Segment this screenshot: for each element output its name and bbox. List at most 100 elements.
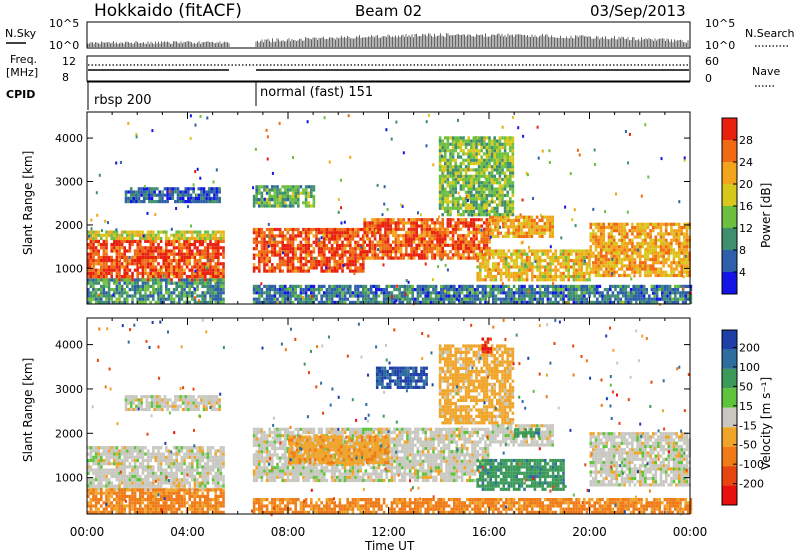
power-cell	[525, 262, 529, 266]
power-cell	[351, 227, 355, 232]
power-cell	[667, 264, 671, 268]
power-cell	[468, 297, 472, 301]
power-cell	[685, 238, 689, 242]
power-cell	[480, 165, 483, 169]
power-cell	[428, 237, 431, 241]
power-cell	[320, 284, 323, 288]
power-cell	[522, 234, 526, 238]
power-cell	[159, 278, 163, 282]
power-cell	[557, 288, 560, 292]
power-cell	[605, 273, 608, 278]
power-cell	[477, 190, 481, 194]
power-cell	[289, 243, 292, 248]
power-cell	[446, 221, 450, 225]
power-cell	[470, 174, 473, 178]
power-cell	[567, 288, 570, 292]
power-cell	[438, 206, 442, 210]
power-cell	[131, 300, 134, 304]
power-cell	[618, 245, 621, 249]
power-cell	[87, 288, 90, 292]
power-cell	[475, 227, 478, 231]
power-cell	[496, 228, 500, 232]
power-cell	[218, 190, 221, 194]
power-cell	[517, 222, 521, 226]
power-cell	[126, 233, 129, 237]
power-cell	[631, 257, 634, 262]
power-cell	[520, 255, 524, 259]
power-cell	[451, 184, 455, 188]
power-cell	[444, 155, 447, 159]
power-cell	[485, 197, 489, 201]
power-cell	[144, 278, 147, 282]
power-cell	[349, 240, 352, 244]
power-cell	[498, 181, 502, 185]
power-cell	[483, 139, 486, 143]
power-cell	[612, 235, 616, 239]
power-cell	[379, 221, 382, 225]
power-cell	[671, 297, 674, 301]
power-cell	[424, 288, 427, 292]
power-cell	[499, 218, 502, 222]
power-cell	[459, 142, 463, 146]
power-cell	[683, 235, 686, 239]
power-cell	[198, 294, 202, 298]
power-cell	[449, 243, 452, 247]
power-cell	[336, 294, 339, 298]
power-cell	[92, 271, 95, 275]
power-cell	[589, 222, 593, 226]
power-cell	[567, 294, 570, 298]
power-cell	[599, 261, 603, 265]
power-cell	[341, 269, 344, 273]
power-noise-cell	[199, 176, 202, 180]
power-cell	[588, 284, 591, 288]
power-cell	[509, 225, 513, 229]
power-cell	[670, 273, 673, 278]
power-cell	[454, 203, 457, 207]
power-cell	[633, 261, 637, 265]
power-cell	[546, 297, 550, 301]
power-cell	[214, 281, 217, 285]
power-cell	[628, 248, 632, 252]
power-cell	[343, 291, 347, 295]
power-cell	[472, 155, 476, 159]
power-cell	[449, 230, 452, 235]
power-cell	[139, 230, 142, 234]
power-cell	[373, 243, 377, 247]
power-cell	[170, 300, 173, 304]
power-cell	[252, 300, 256, 304]
power-cell	[217, 239, 220, 243]
power-cell	[286, 240, 290, 244]
power-cell	[219, 278, 223, 282]
power-cell	[490, 152, 494, 156]
power-cell	[472, 161, 476, 166]
power-cell	[289, 291, 292, 295]
power-cell	[577, 259, 581, 263]
power-cell	[525, 300, 529, 304]
power-cell	[472, 184, 476, 188]
power-cell	[265, 300, 269, 304]
power-cell	[299, 294, 303, 298]
power-cell	[588, 288, 591, 292]
power-cell	[523, 249, 526, 253]
power-cell	[640, 297, 643, 301]
power-cell	[611, 294, 615, 298]
power-cell	[599, 222, 603, 226]
power-cell	[144, 233, 147, 237]
power-cell	[488, 200, 491, 204]
power-cell	[201, 300, 204, 304]
power-cell	[105, 275, 108, 279]
power-cell	[425, 234, 429, 238]
power-cell	[507, 291, 511, 295]
power-cell	[629, 288, 633, 292]
power-cell	[476, 252, 479, 256]
power-cell	[218, 200, 221, 204]
power-cell	[129, 187, 133, 191]
power-cell	[351, 291, 355, 295]
power-cell	[94, 259, 98, 263]
power-cell	[580, 297, 583, 301]
power-cell	[394, 240, 398, 244]
power-cell	[149, 236, 152, 241]
power-cell	[438, 230, 442, 235]
power-cell	[113, 300, 116, 304]
power-cell	[281, 263, 284, 267]
